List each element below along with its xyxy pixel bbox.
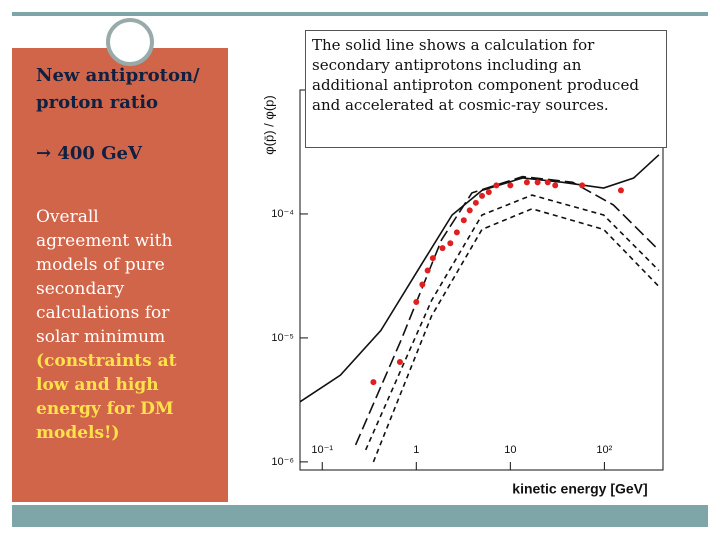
- data-point: [534, 179, 541, 186]
- data-point: [493, 182, 500, 189]
- callout: The solid line shows a calculation for s…: [305, 30, 667, 148]
- model-curve: [372, 207, 660, 463]
- slide-title: New antiproton/proton ratio: [36, 65, 200, 113]
- data-point: [419, 281, 426, 288]
- y-tick-label: 10⁻⁴: [271, 208, 294, 220]
- data-point: [460, 217, 467, 224]
- model-curve: [299, 154, 660, 403]
- x-tick-label: 10: [504, 444, 516, 456]
- data-point: [472, 199, 479, 206]
- data-point: [552, 182, 559, 189]
- data-point: [579, 182, 586, 189]
- data-point: [424, 267, 431, 274]
- x-tick-label: 1: [413, 444, 419, 456]
- top-rule: [12, 12, 708, 16]
- data-point: [479, 192, 486, 199]
- data-point: [429, 255, 436, 262]
- data-point: [453, 229, 460, 236]
- data-point: [439, 245, 446, 252]
- slide-subtitle: → 400 GeV: [36, 143, 142, 164]
- highlight: (constraints at low and high energy for …: [36, 351, 177, 443]
- data-point: [485, 189, 492, 196]
- data-point: [544, 179, 551, 186]
- x-axis-label: kinetic energy [GeV]: [512, 481, 647, 497]
- data-point: [370, 379, 377, 386]
- x-tick-label: 10⁻¹: [311, 444, 333, 456]
- data-point: [396, 358, 403, 365]
- x-tick-label: 10²: [596, 444, 612, 456]
- bottom-band: [12, 505, 708, 527]
- data-point: [523, 179, 530, 186]
- data-point: [466, 207, 473, 214]
- y-axis-label: φ(p̄) / φ(p): [261, 95, 276, 154]
- data-point: [413, 298, 420, 305]
- data-point: [447, 240, 454, 247]
- data-point: [507, 182, 514, 189]
- body-text: Overall agreement with models of pure se…: [36, 205, 196, 445]
- body: Overall agreement with models of pure se…: [36, 207, 173, 347]
- model-curve: [364, 194, 660, 451]
- y-tick-label: 10⁻⁵: [271, 332, 294, 344]
- y-tick-label: 10⁻⁶: [271, 456, 294, 468]
- data-point: [617, 187, 624, 194]
- side-panel: [12, 48, 228, 502]
- decor-circle: [106, 18, 154, 66]
